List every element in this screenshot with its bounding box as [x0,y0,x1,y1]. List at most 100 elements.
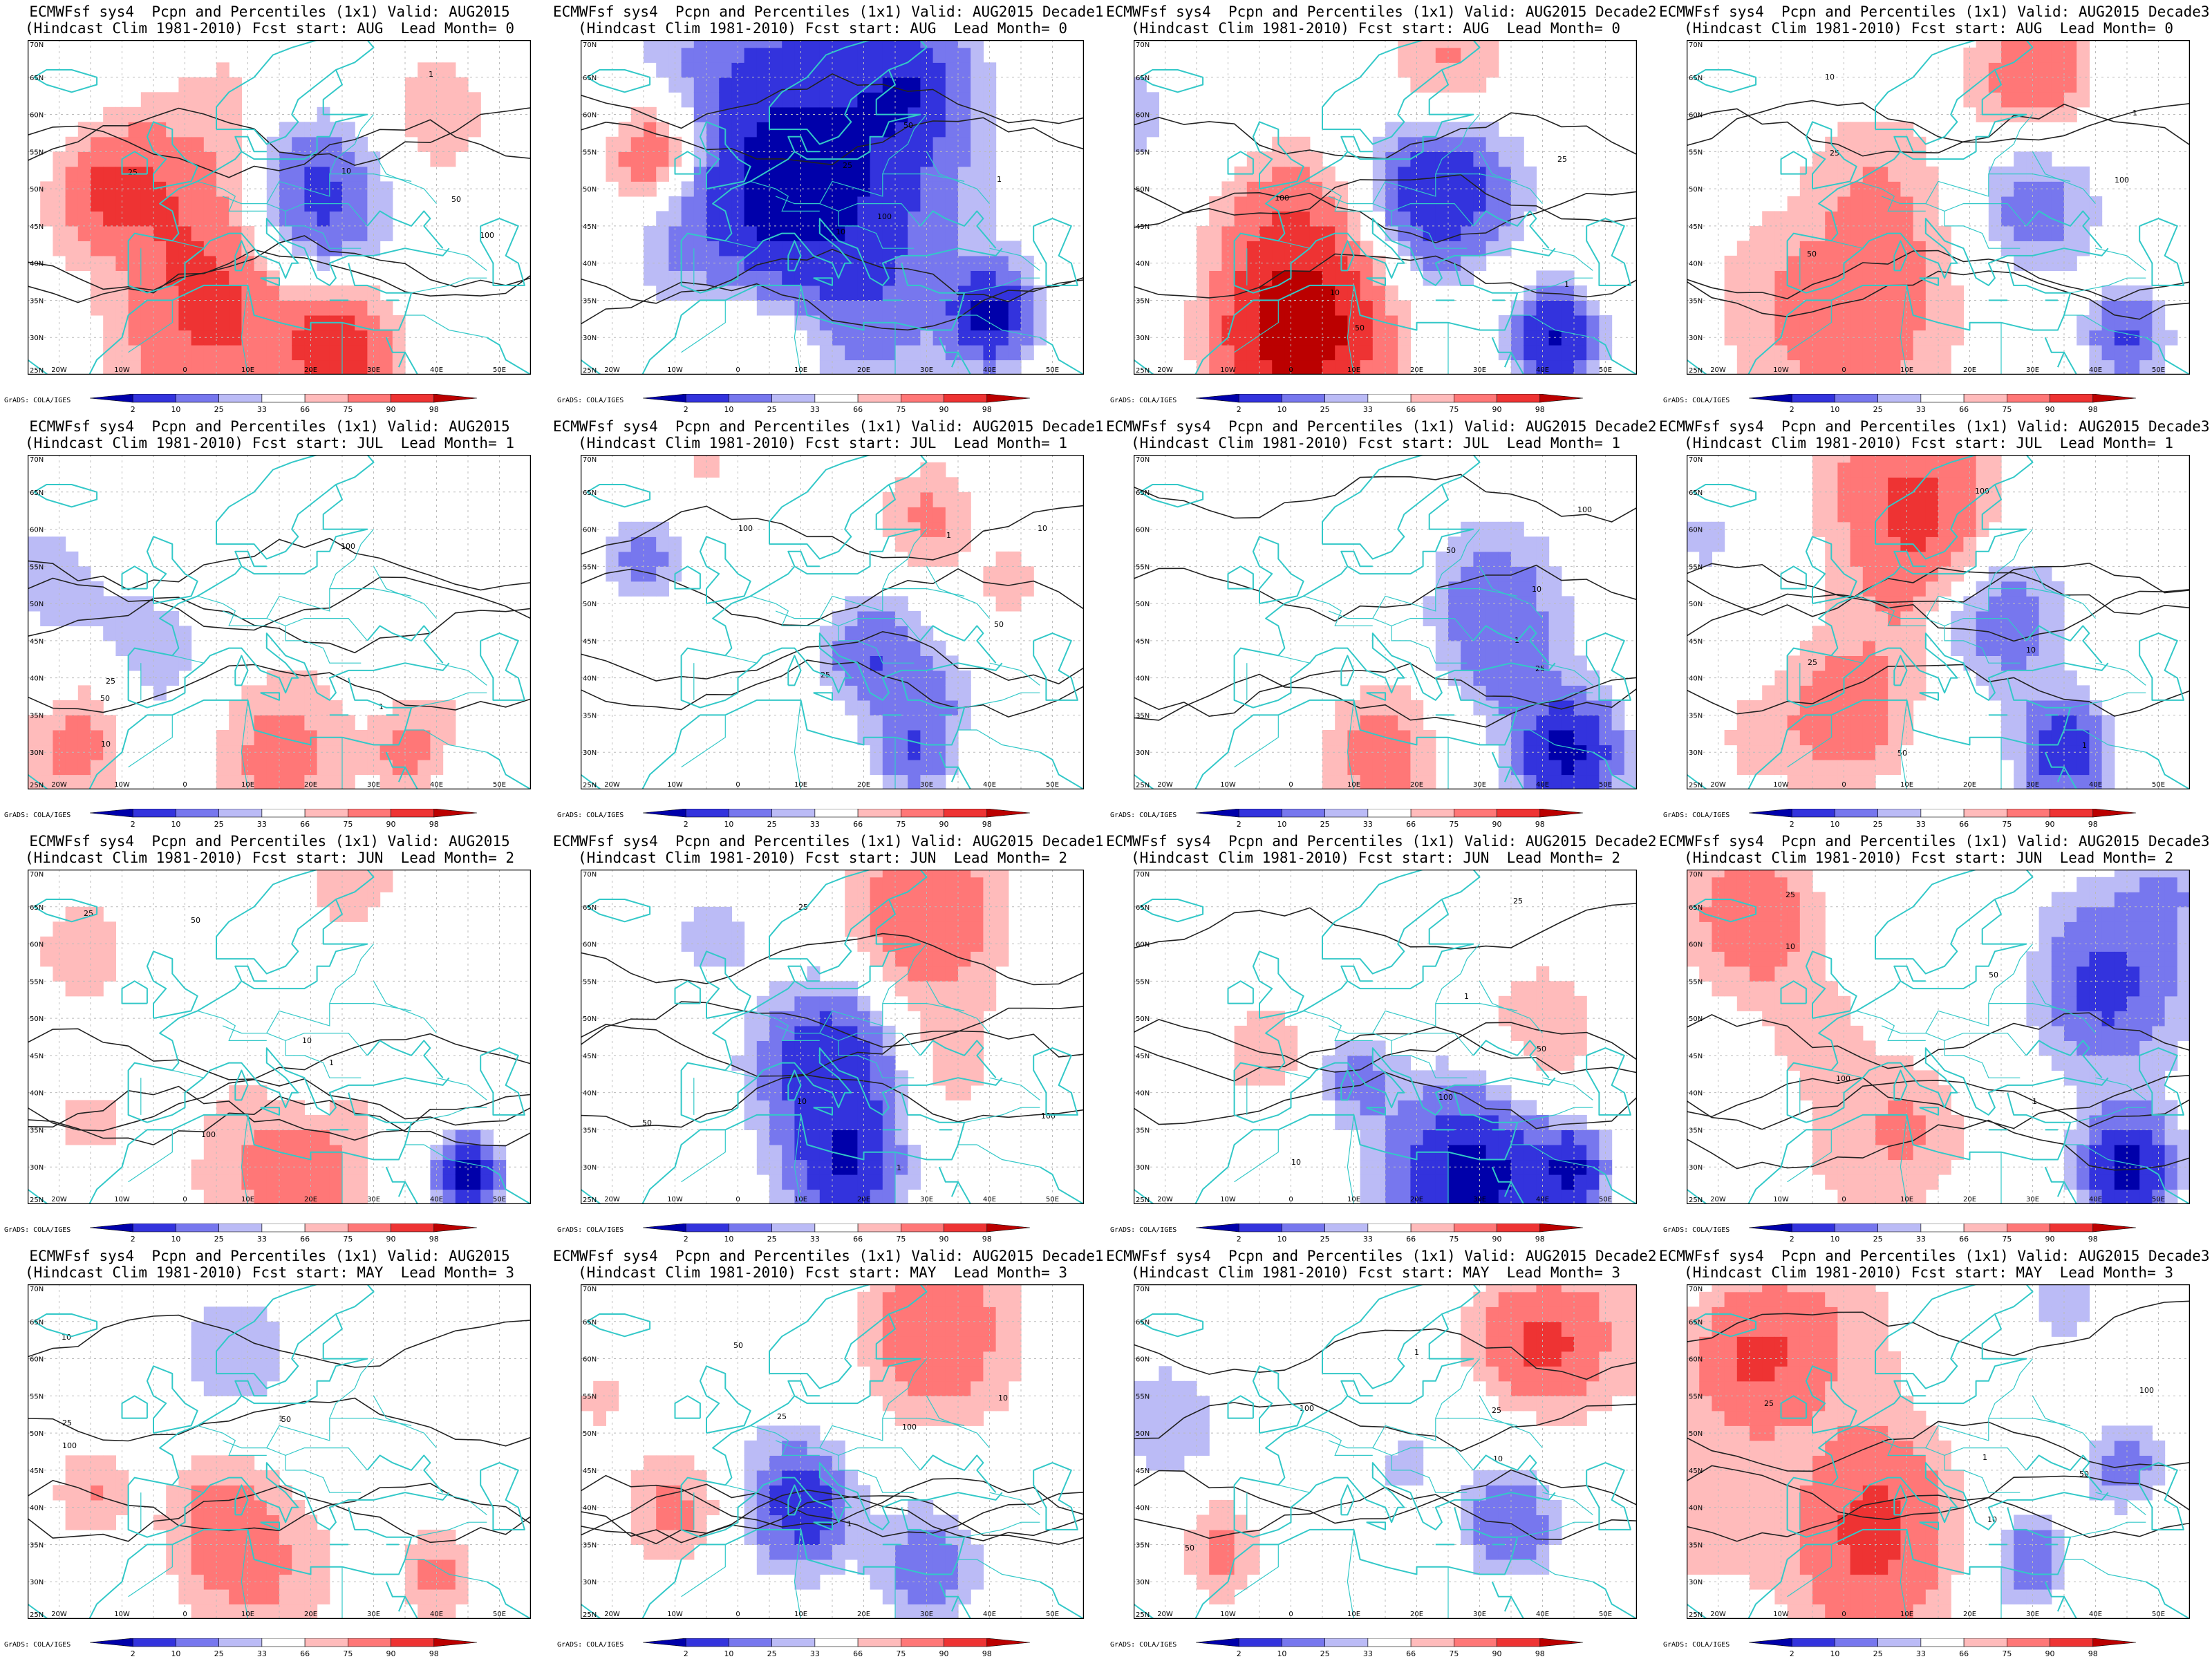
lat-tick-label: 65N [583,1319,597,1327]
colorbar-tick-label: 10 [724,1235,733,1243]
contour-label: 1 [997,175,1002,184]
colorbar-swatch [944,394,988,403]
lon-tick-label: 0 [182,1196,187,1203]
colorbar-tick-label: 33 [1916,1235,1926,1243]
coastlines [581,870,1084,1204]
colorbar-swatch [1835,809,1878,818]
contour-label: 1 [429,70,433,79]
grads-credit: GrADS: COLA/IGES [1110,397,1177,404]
colorbar-swatch [1748,1638,1792,1647]
lon-tick-label: 20W [604,366,620,374]
colorbar-tick-label: 25 [1873,405,1883,413]
lat-tick-label: 55N [30,563,44,571]
lat-lon-grid [28,40,531,375]
colorbar-tick-label: 10 [1830,1235,1839,1243]
colorbar-swatch [2092,809,2137,818]
contour-label: 25 [1513,897,1523,906]
lat-tick-label: 55N [1136,563,1150,571]
lat-tick-label: 60N [583,527,597,534]
lon-tick-label: 30E [367,781,380,789]
colorbar-tick-label: 90 [939,820,949,828]
lon-tick-label: 10E [1900,366,1913,374]
lon-tick-label: 30E [2026,1611,2039,1618]
map-frame [1687,1284,2190,1619]
lat-tick-label: 45N [1689,1053,1703,1060]
colorbar-tick-label: 10 [1277,405,1286,413]
colorbar-tick-label: 10 [1277,1235,1286,1243]
colorbar-swatch [2092,1224,2137,1232]
lat-lon-grid [1687,40,2190,375]
lon-tick-label: 20W [1710,781,1726,789]
panel-subtitle: (Hindcast Clim 1981-2010) Fcst start: MA… [1130,1264,1620,1281]
lon-tick-label: 30E [367,366,380,374]
colorbar-swatch [433,809,478,818]
colorbar-tick-label: 66 [1959,405,1969,413]
contour-label: 10 [302,1036,312,1045]
map-area: 1 10 25 50 100 20W 10W 0 10E 20E 30E 40E 50E 70N 65N 60… [581,40,1084,375]
colorbar-tick-label: 98 [429,1235,439,1243]
contour-label: 50 [1807,250,1817,259]
panel-subtitle: (Hindcast Clim 1981-2010) Fcst start: JU… [1683,435,2173,451]
contour-label: 1 [1564,280,1569,289]
colorbar-swatch [685,1638,729,1647]
lon-tick-label: 10E [1900,781,1913,789]
colorbar-swatch [1791,809,1835,818]
lat-tick-label: 60N [583,1356,597,1364]
colorbar-swatch [391,809,435,818]
contour-label: 50 [191,916,200,925]
panel-title: ECMWFsf sys4 Pcpn and Percentiles (1x1) … [553,3,1104,20]
map-area: 1 10 25 50 100 20W 10W 0 10E 20E 30E 40E 50E 70N 65N 60… [1134,870,1637,1204]
forecast-panel: ECMWFsf sys4 Pcpn and Percentiles (1x1) … [553,830,1106,1244]
lon-tick-label: 10E [1900,1196,1913,1203]
lon-tick-label: 30E [2026,1196,2039,1203]
colorbar-swatch [642,809,686,818]
lon-tick-label: 10W [1220,1611,1236,1618]
colorbar-tick-label: 2 [131,820,135,828]
precip-percentile-map: 1 10 25 50 100 20W 10W 0 10E 20E 30E 40E 50E 70N 65N 60… [581,1284,1084,1619]
colorbar-tick-label: 33 [257,1235,267,1243]
colorbar-swatch [1238,394,1282,403]
lat-tick-label: 30N [1689,1579,1703,1586]
colorbar-tick-label: 33 [810,1649,820,1658]
colorbar-tick-label: 25 [767,820,777,828]
colorbar-swatch [218,809,263,818]
colorbar-swatch [1835,1638,1878,1647]
contour-label: 50 [1897,749,1907,758]
lon-tick-label: 20W [1710,366,1726,374]
colorbar-tick-label: 90 [2045,820,2055,828]
lat-tick-label: 70N [583,456,597,464]
colorbar-tick-label: 66 [853,1235,863,1243]
colorbar-tick-label: 75 [896,1649,906,1658]
lon-tick-label: 40E [1536,366,1549,374]
lon-tick-label: 0 [1288,781,1293,789]
colorbar-swatch [814,809,859,818]
map-area: 1 10 25 50 100 20W 10W 0 10E 20E 30E 40E 50E 70N 65N 60… [1134,455,1637,789]
colorbar-swatch [132,394,176,403]
colorbar-swatch [1324,1638,1369,1647]
lat-tick-label: 45N [583,223,597,231]
lat-tick-label: 45N [1689,223,1703,231]
lat-tick-label: 35N [30,1541,44,1549]
map-area: 1 10 25 50 100 20W 10W 0 10E 20E 30E 40E 50E 70N 65N 60… [1134,40,1637,375]
lat-tick-label: 35N [583,1541,597,1549]
colorbar-tick-label: 2 [131,1235,135,1243]
colorbar-legend: 2 10 25 33 66 75 90 98 [629,394,1044,413]
contour-label: 50 [733,1341,743,1350]
lat-tick-label: 25N [30,367,44,375]
lon-tick-label: 30E [920,1611,933,1618]
contour-label: 50 [994,620,1004,629]
contour-label: 50 [1446,546,1456,555]
coastlines [1134,870,1637,1204]
coastlines [1687,455,2190,789]
lon-tick-label: 10W [1220,366,1236,374]
map-area: 1 10 25 50 100 20W 10W 0 10E 20E 30E 40E 50E 70N 65N 60… [581,870,1084,1204]
percentile-colorbar: 2 10 25 33 66 75 90 98 [642,394,1031,413]
colorbar-swatch [348,1638,391,1647]
colorbar-tick-label: 2 [684,1235,688,1243]
map-frame [1134,1284,1637,1619]
coastlines [28,1284,531,1619]
coastlines [1687,1284,2190,1619]
colorbar-tick-label: 75 [2002,405,2012,413]
colorbar-tick-label: 75 [343,1649,353,1658]
lat-tick-label: 70N [1136,1286,1150,1293]
